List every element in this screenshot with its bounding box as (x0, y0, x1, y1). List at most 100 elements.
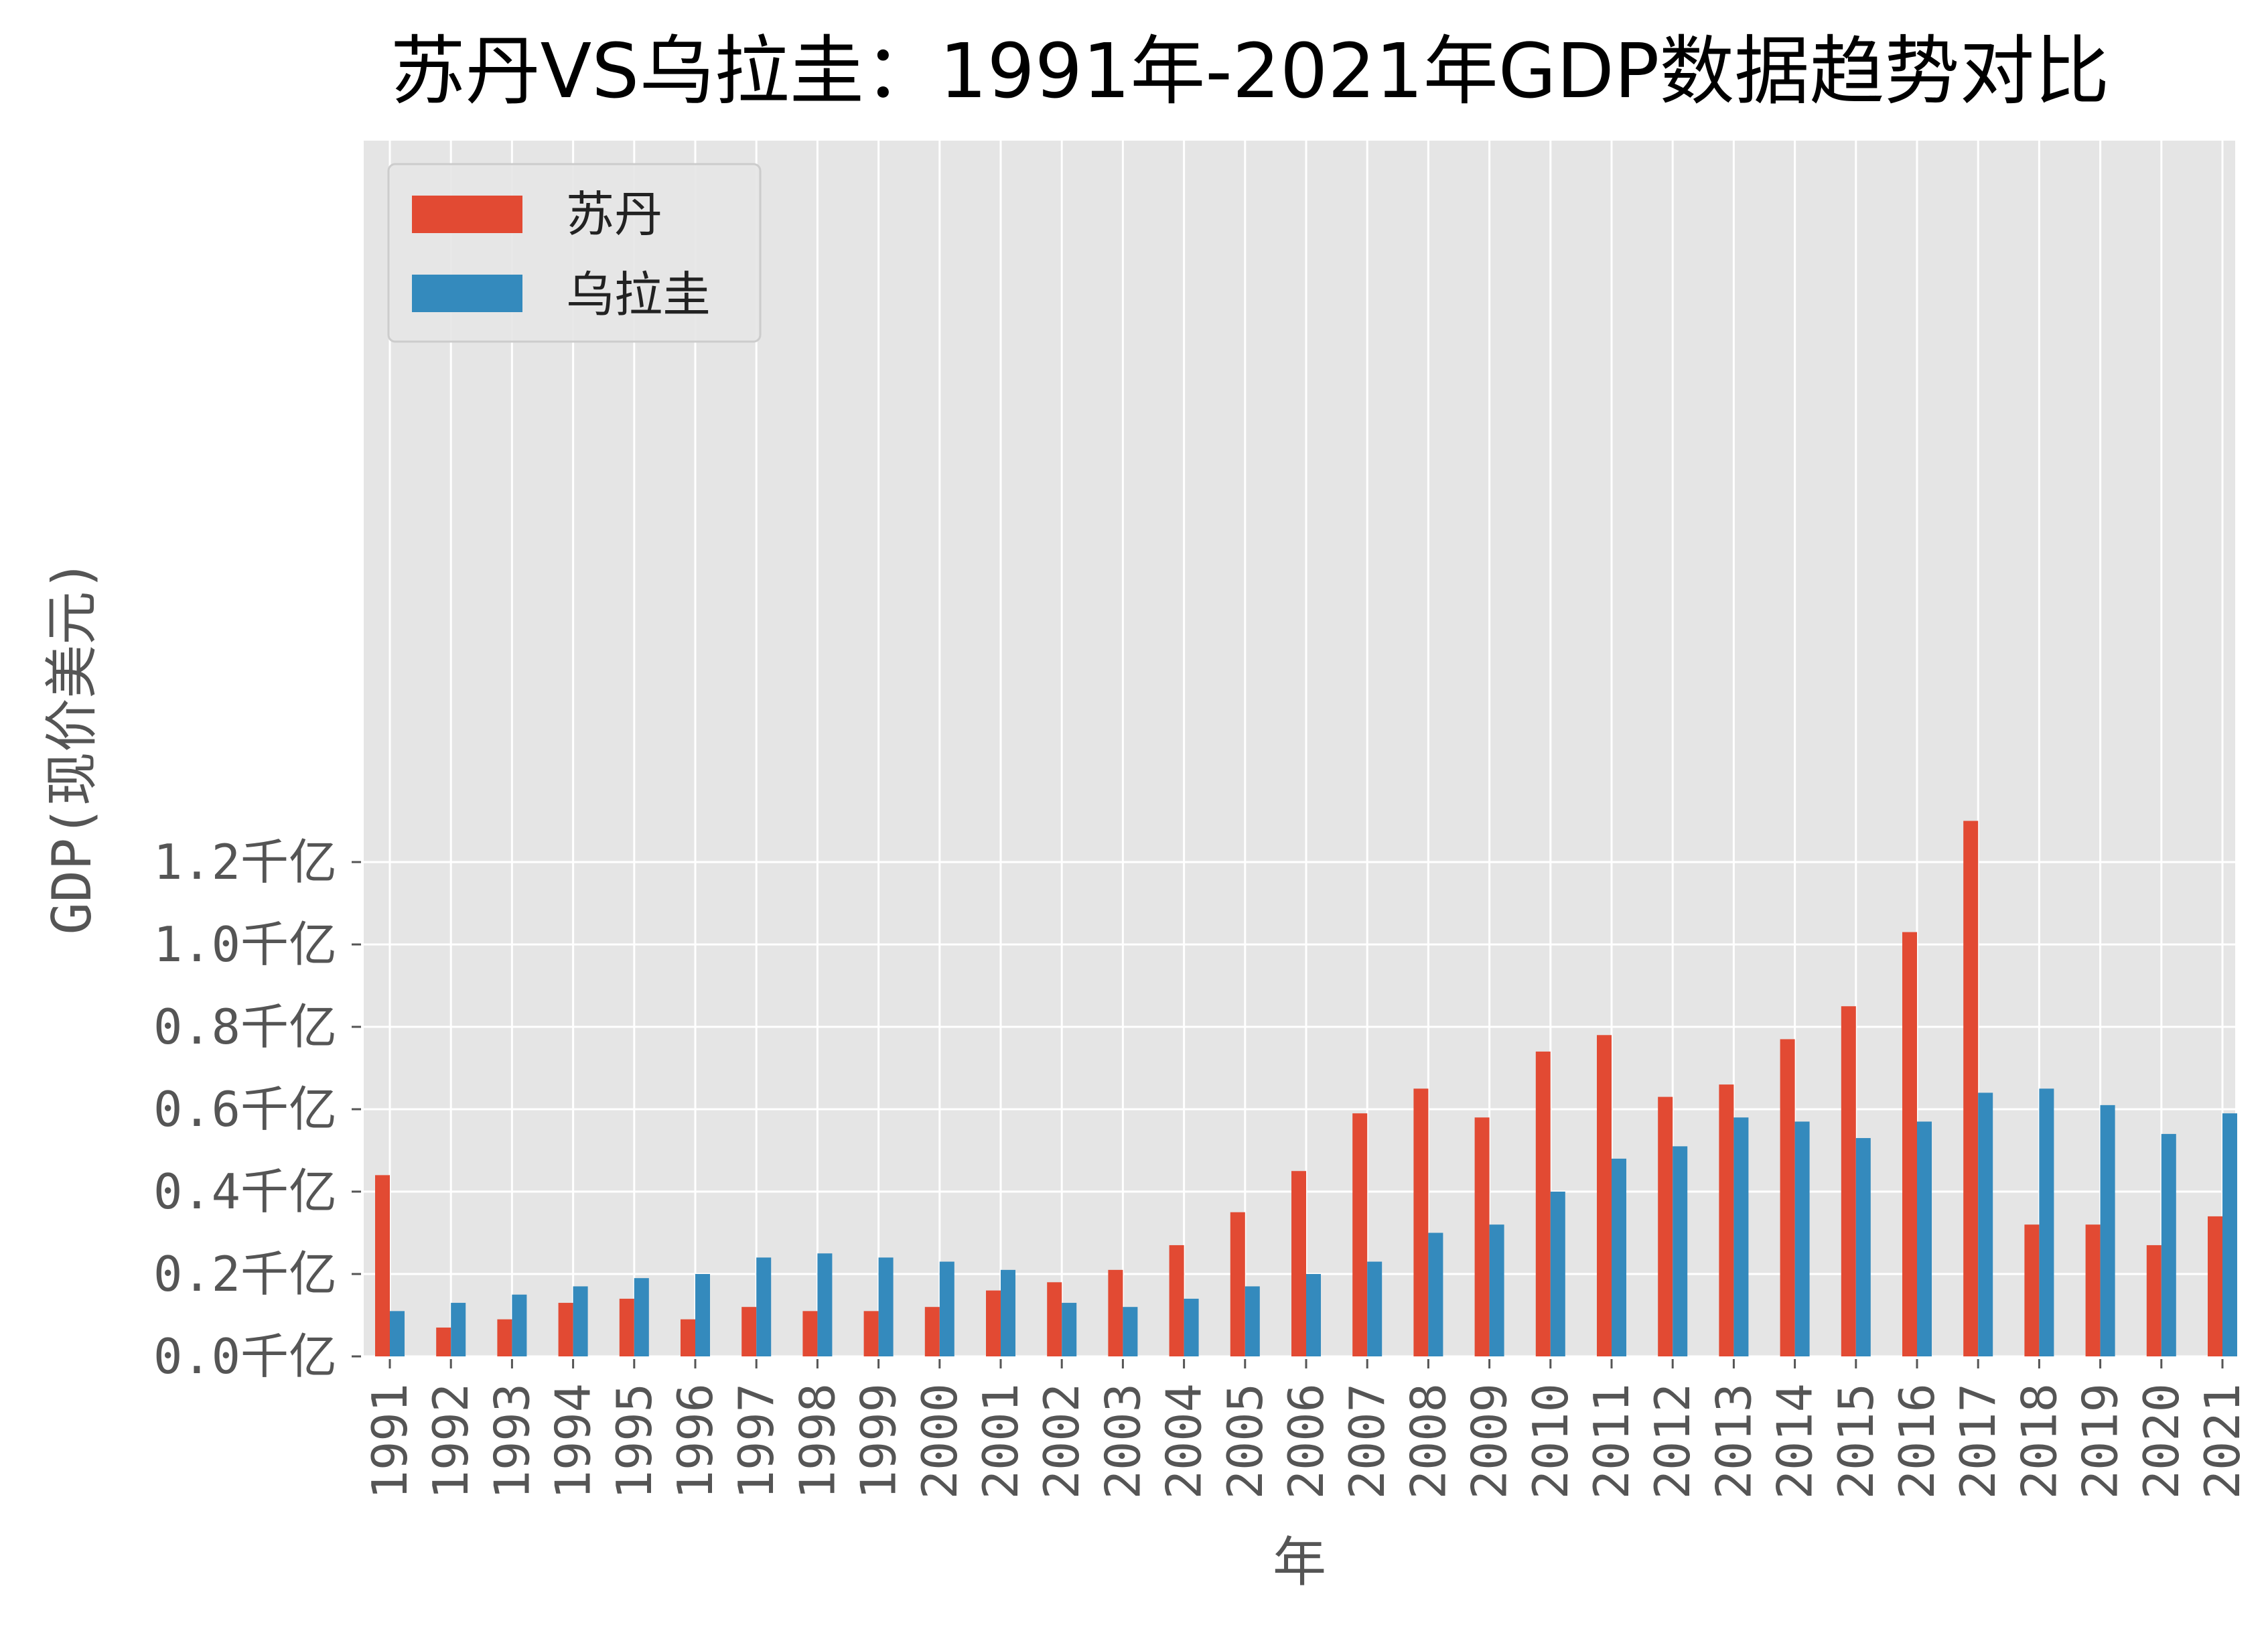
y-tick-label: 0.8千亿 (153, 999, 337, 1055)
legend: 苏丹 乌拉圭 (387, 163, 762, 343)
bar-uruguay-2015 (1855, 1138, 1871, 1356)
x-axis: 1991 1992 1993 1994 1995 1996 1997 1998 1999 2000… (362, 1359, 2251, 1499)
bar-uruguay-1993 (512, 1294, 527, 1356)
x-tick-label: 2015 (1828, 1383, 1884, 1499)
bar-sudan-2018 (2024, 1224, 2040, 1356)
bar-uruguay-1991 (390, 1311, 405, 1356)
bar-uruguay-2011 (1612, 1158, 1626, 1356)
x-tick-label: 2014 (1767, 1383, 1823, 1499)
chart-title: 苏丹VS乌拉圭：1991年-2021年GDP数据趋势对比 (391, 28, 2110, 115)
bar-uruguay-2005 (1245, 1286, 1260, 1356)
bar-uruguay-2006 (1306, 1274, 1321, 1356)
bar-uruguay-2017 (1978, 1092, 1993, 1356)
bar-uruguay-1996 (695, 1274, 710, 1356)
x-tick-label: 2003 (1094, 1383, 1151, 1499)
bar-uruguay-1999 (878, 1257, 894, 1356)
x-tick-label: 2010 (1522, 1383, 1579, 1499)
x-tick-label: 2005 (1217, 1383, 1273, 1499)
bar-uruguay-2010 (1550, 1192, 1565, 1356)
x-tick-label: 1993 (484, 1383, 540, 1499)
bar-sudan-1997 (741, 1307, 757, 1356)
y-tick-label: 0.4千亿 (153, 1163, 337, 1220)
bar-uruguay-1992 (451, 1303, 466, 1356)
bar-uruguay-1994 (573, 1286, 588, 1356)
legend-swatch-uruguay (412, 275, 522, 312)
x-tick-label: 2019 (2072, 1383, 2129, 1499)
x-tick-label: 1997 (728, 1383, 784, 1499)
bar-sudan-2000 (924, 1307, 940, 1356)
x-tick-label: 2020 (2133, 1383, 2190, 1499)
bar-sudan-2002 (1047, 1282, 1062, 1356)
x-tick-label: 1992 (423, 1383, 479, 1499)
x-tick-label: 2000 (912, 1383, 968, 1499)
bar-uruguay-2018 (2039, 1088, 2054, 1356)
y-axis-label: GDP(现价美元) (41, 559, 103, 935)
x-tick-label: 1996 (667, 1383, 723, 1499)
bar-sudan-2006 (1291, 1171, 1306, 1356)
bar-uruguay-2012 (1673, 1146, 1688, 1356)
bar-uruguay-2003 (1123, 1307, 1138, 1356)
bars (375, 821, 2237, 1356)
x-tick-label: 2017 (1950, 1383, 2006, 1499)
bar-sudan-2009 (1474, 1117, 1490, 1356)
bar-sudan-2016 (1902, 932, 1917, 1356)
bar-sudan-2017 (1963, 821, 1979, 1356)
bar-sudan-2020 (2146, 1245, 2161, 1356)
bar-uruguay-2016 (1917, 1121, 1932, 1356)
x-tick-label: 1991 (362, 1383, 418, 1499)
bar-uruguay-2001 (1001, 1269, 1015, 1356)
x-tick-label: 2004 (1156, 1383, 1212, 1499)
bar-uruguay-2002 (1062, 1303, 1077, 1356)
bar-sudan-2008 (1413, 1088, 1429, 1356)
x-tick-label: 2016 (1889, 1383, 1945, 1499)
bar-sudan-1994 (558, 1303, 573, 1356)
legend-label-uruguay: 乌拉圭 (566, 267, 711, 323)
bar-uruguay-2008 (1428, 1232, 1443, 1356)
bar-sudan-2021 (2208, 1216, 2222, 1356)
x-tick-label: 1998 (789, 1383, 845, 1499)
legend-swatch-sudan (412, 196, 522, 233)
x-tick-label: 2006 (1278, 1383, 1334, 1499)
x-tick-label: 2018 (2011, 1383, 2067, 1499)
bar-sudan-2015 (1841, 1006, 1856, 1356)
y-tick-label: 0.6千亿 (153, 1081, 337, 1137)
y-tick-label: 0.2千亿 (153, 1246, 337, 1302)
x-tick-label: 1994 (545, 1383, 601, 1499)
bar-sudan-1991 (375, 1175, 390, 1356)
bar-sudan-2014 (1780, 1039, 1795, 1356)
x-tick-label: 2021 (2194, 1383, 2251, 1499)
bar-uruguay-2020 (2161, 1133, 2176, 1356)
bar-sudan-1993 (497, 1319, 512, 1356)
x-tick-label: 1999 (851, 1383, 907, 1499)
bar-uruguay-1997 (756, 1257, 772, 1356)
x-tick-label: 2011 (1583, 1383, 1640, 1499)
bar-uruguay-2000 (939, 1261, 954, 1356)
bar-sudan-2004 (1169, 1245, 1184, 1356)
y-tick-label: 1.0千亿 (153, 916, 337, 973)
y-tick-label: 0.0千亿 (153, 1328, 337, 1385)
bar-uruguay-1995 (634, 1278, 649, 1356)
bar-sudan-2012 (1658, 1097, 1673, 1356)
bar-uruguay-2009 (1489, 1224, 1504, 1356)
bar-sudan-1995 (619, 1298, 634, 1356)
x-tick-label: 2009 (1462, 1383, 1518, 1499)
x-axis-label: 年 (1273, 1531, 1326, 1594)
bar-sudan-2013 (1719, 1084, 1734, 1356)
bar-uruguay-1998 (817, 1253, 833, 1356)
bar-sudan-1998 (802, 1311, 818, 1356)
bar-sudan-2011 (1597, 1035, 1612, 1356)
bar-sudan-2007 (1352, 1113, 1368, 1356)
legend-label-sudan: 苏丹 (566, 186, 662, 242)
bar-uruguay-2004 (1184, 1298, 1199, 1356)
bar-sudan-2003 (1108, 1269, 1123, 1356)
bar-sudan-1992 (436, 1327, 451, 1356)
y-tick-label: 1.2千亿 (153, 834, 337, 890)
x-tick-label: 2008 (1400, 1383, 1456, 1499)
bar-uruguay-2014 (1794, 1121, 1810, 1356)
x-tick-label: 2012 (1644, 1383, 1701, 1499)
x-tick-label: 2001 (973, 1383, 1029, 1499)
x-tick-label: 1995 (606, 1383, 662, 1499)
bar-sudan-1999 (863, 1311, 879, 1356)
bar-uruguay-2021 (2222, 1113, 2237, 1356)
